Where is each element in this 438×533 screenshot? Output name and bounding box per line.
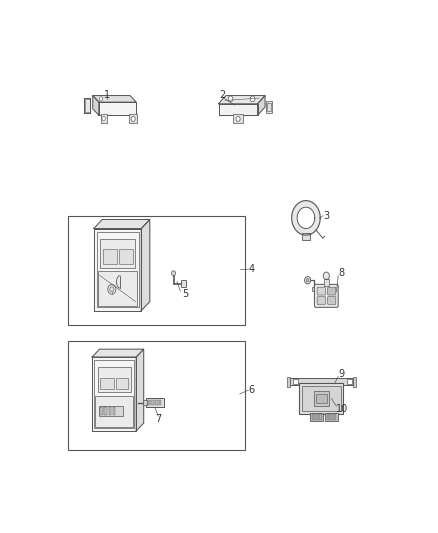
Text: 6: 6 [249, 385, 254, 395]
Bar [266, 101, 272, 113]
Polygon shape [136, 349, 144, 431]
Bar [159, 400, 161, 406]
Bar [98, 367, 131, 392]
Text: 1: 1 [104, 90, 110, 100]
Bar [327, 414, 329, 420]
Bar [290, 378, 353, 385]
Circle shape [131, 117, 135, 122]
Bar [325, 413, 338, 421]
Polygon shape [94, 220, 150, 229]
FancyBboxPatch shape [328, 287, 336, 295]
Polygon shape [219, 95, 265, 104]
Bar [85, 99, 90, 111]
Polygon shape [297, 207, 315, 229]
Bar [68, 341, 245, 450]
Circle shape [304, 277, 311, 284]
Bar [148, 400, 150, 406]
Circle shape [102, 117, 105, 120]
Bar [319, 414, 321, 420]
Bar [96, 232, 138, 308]
Bar [312, 414, 314, 420]
FancyBboxPatch shape [317, 297, 325, 304]
Polygon shape [219, 104, 258, 115]
Circle shape [108, 284, 116, 294]
Bar [181, 280, 186, 287]
Bar [100, 407, 103, 415]
Text: 9: 9 [339, 369, 345, 379]
Bar [314, 391, 328, 406]
Polygon shape [258, 95, 265, 115]
Bar [143, 400, 147, 405]
Polygon shape [93, 95, 99, 115]
Text: 10: 10 [336, 403, 348, 414]
Bar [130, 115, 137, 124]
Circle shape [172, 271, 176, 276]
Bar [98, 271, 137, 306]
Circle shape [250, 96, 255, 102]
Text: 3: 3 [323, 211, 329, 221]
FancyBboxPatch shape [317, 287, 325, 295]
Bar [311, 413, 323, 421]
Bar [100, 378, 113, 389]
Circle shape [99, 97, 102, 101]
Polygon shape [99, 102, 136, 115]
Bar [324, 279, 329, 286]
Bar [101, 115, 107, 123]
Circle shape [306, 279, 309, 282]
Polygon shape [94, 229, 141, 311]
Circle shape [228, 96, 233, 102]
Bar [334, 414, 336, 420]
Circle shape [236, 117, 240, 122]
Bar [287, 377, 290, 387]
Polygon shape [93, 95, 136, 102]
Bar [312, 287, 317, 291]
Circle shape [323, 272, 329, 279]
Bar [316, 393, 327, 403]
Bar [116, 378, 128, 389]
Text: 5: 5 [182, 289, 189, 299]
Text: 8: 8 [339, 268, 345, 278]
Text: 4: 4 [249, 264, 254, 274]
FancyBboxPatch shape [328, 297, 336, 304]
Bar [267, 103, 271, 111]
Bar [302, 233, 310, 240]
Bar [293, 379, 298, 384]
Polygon shape [84, 98, 90, 114]
Bar [119, 249, 133, 264]
Bar [155, 400, 158, 406]
Text: 7: 7 [155, 414, 162, 424]
FancyBboxPatch shape [314, 284, 338, 308]
Polygon shape [292, 200, 320, 235]
Bar [100, 239, 135, 268]
Bar [152, 400, 154, 406]
Bar [113, 407, 115, 415]
Bar [330, 414, 333, 420]
Bar [99, 406, 123, 416]
Bar [109, 407, 111, 415]
Text: 2: 2 [219, 90, 226, 100]
Bar [68, 216, 245, 325]
Polygon shape [92, 357, 136, 431]
Bar [315, 414, 318, 420]
Bar [103, 249, 117, 264]
Bar [299, 383, 343, 414]
Bar [353, 377, 356, 387]
Polygon shape [141, 220, 150, 311]
Polygon shape [92, 349, 144, 357]
Bar [95, 360, 134, 428]
Bar [95, 395, 133, 427]
Bar [301, 386, 341, 411]
Bar [146, 399, 164, 407]
Bar [233, 115, 243, 124]
Bar [105, 407, 107, 415]
Bar [346, 379, 352, 384]
